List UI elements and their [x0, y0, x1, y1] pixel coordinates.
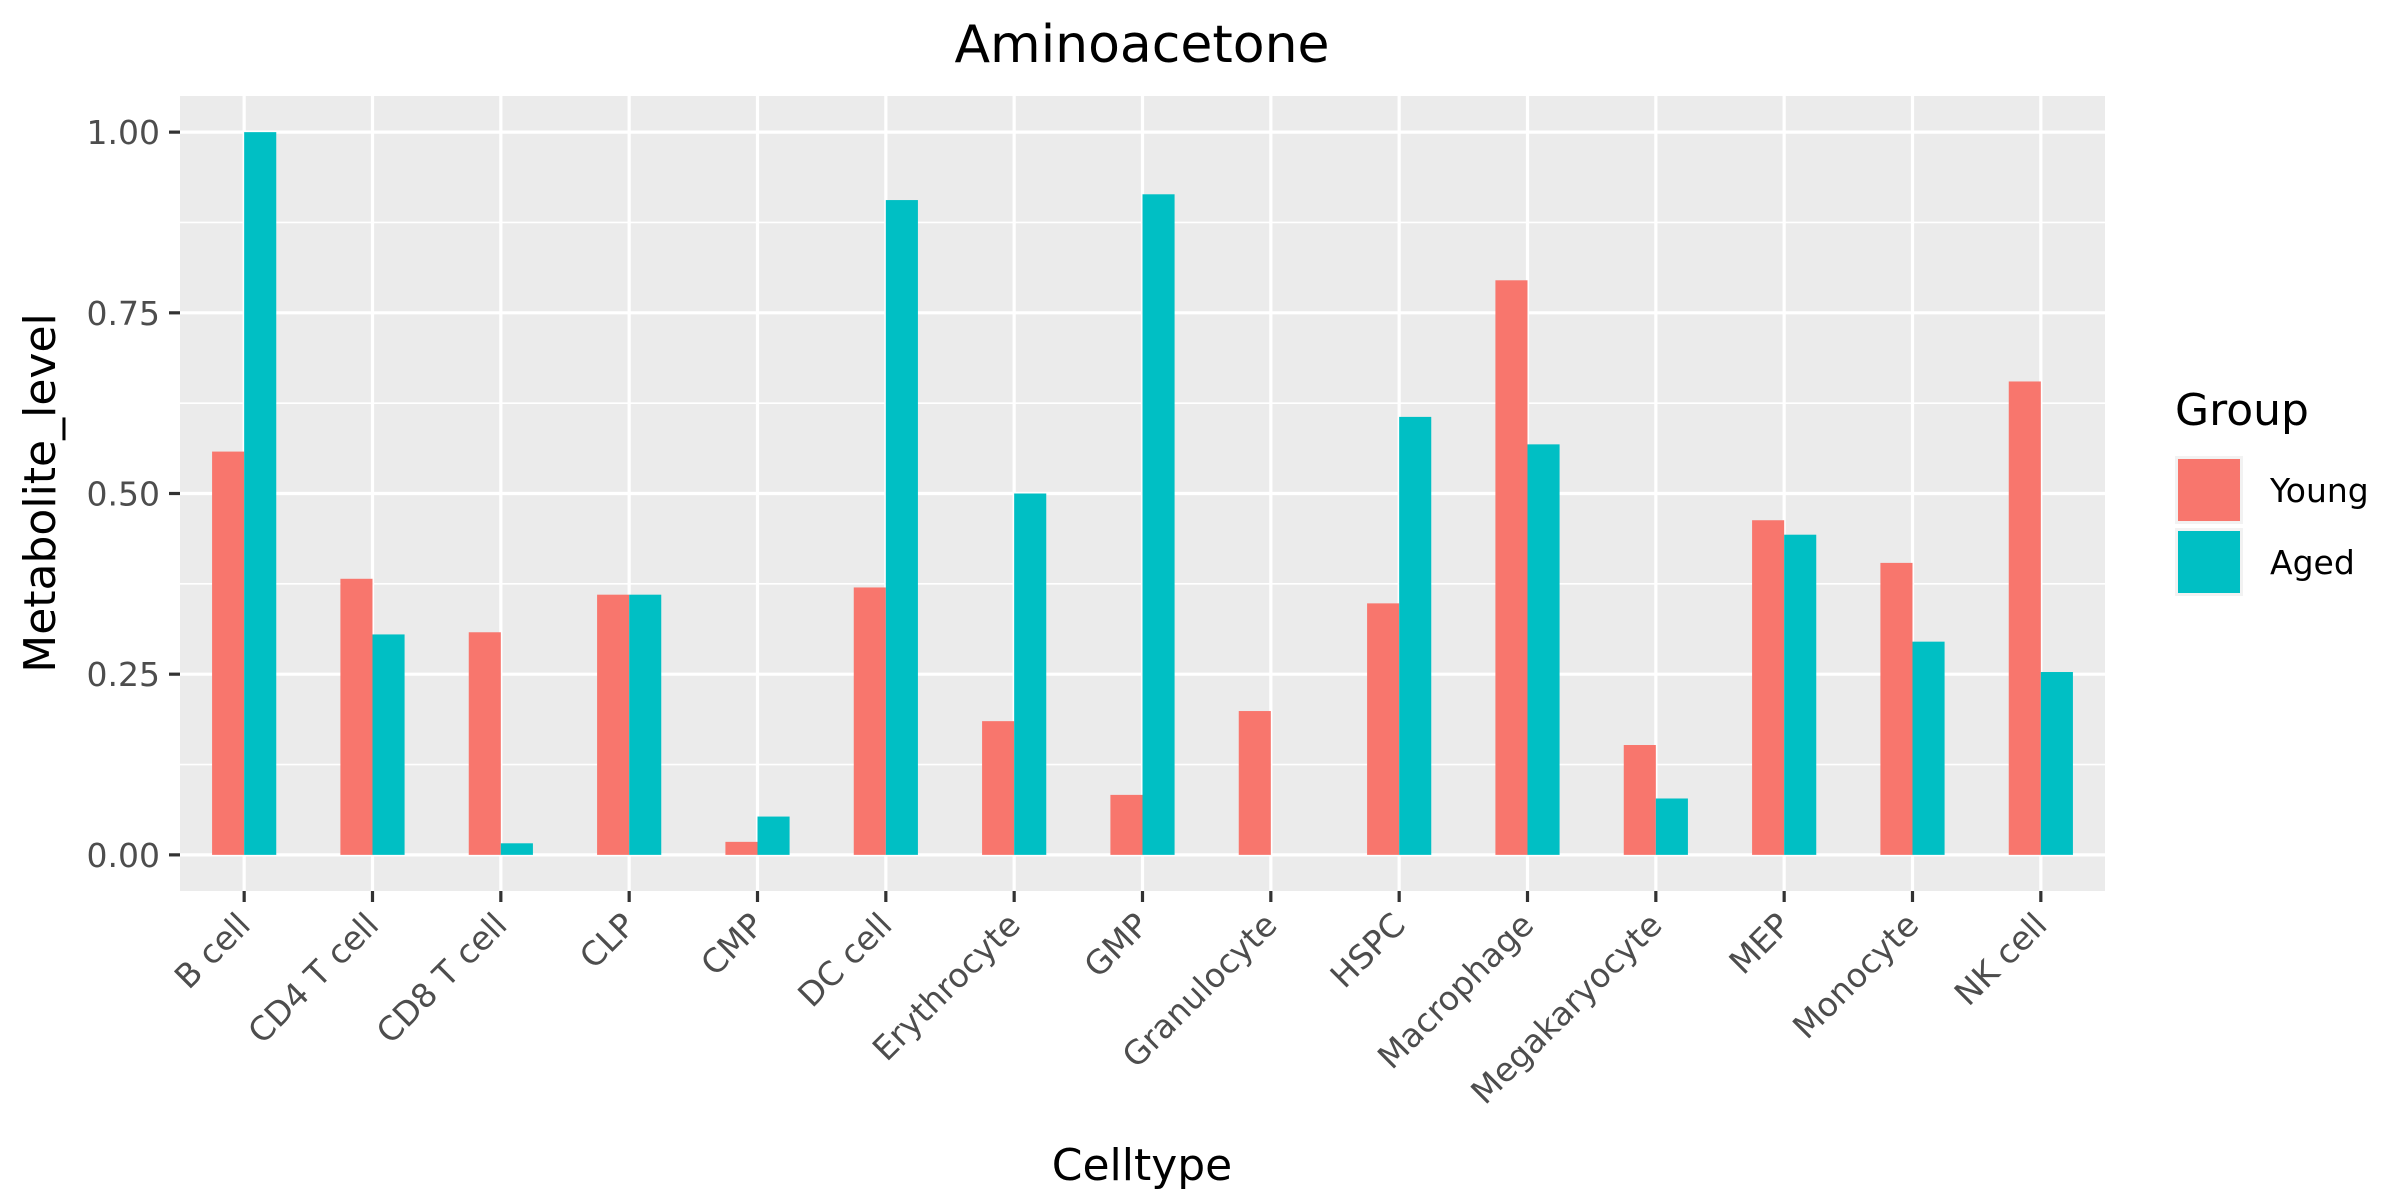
x-tick-label: CMP	[693, 905, 771, 983]
bars	[212, 132, 2073, 855]
bar-young-hspc	[1367, 603, 1400, 855]
x-tick-label: CD8 T cell	[369, 905, 515, 1051]
legend-label-young: Young	[2269, 471, 2369, 510]
bar-aged-nk-cell	[2040, 672, 2073, 855]
y-tick-label: 1.00	[87, 113, 160, 152]
legend-swatch-aged	[2178, 531, 2240, 593]
bar-young-erythrocyte	[982, 721, 1015, 855]
bar-aged-erythrocyte	[1014, 493, 1047, 855]
bar-aged-clp	[629, 594, 662, 855]
bar-aged-mep	[1784, 534, 1817, 855]
legend: Group Young Aged	[2175, 385, 2369, 596]
x-tick-label: Monocyte	[1785, 905, 1926, 1046]
x-tick-label: GMP	[1076, 905, 1156, 985]
y-tick-label: 0.50	[87, 475, 160, 514]
bar-aged-cd8-t-cell	[500, 843, 533, 855]
bar-young-clp	[597, 594, 630, 855]
bar-young-cd4-t-cell	[340, 578, 373, 855]
legend-title: Group	[2175, 385, 2309, 436]
bar-aged-dc-cell	[885, 200, 918, 855]
y-tick-label: 0.25	[87, 655, 160, 694]
bar-young-macrophage	[1495, 280, 1528, 855]
bar-aged-gmp	[1142, 194, 1175, 855]
bar-aged-cmp	[757, 816, 790, 855]
x-tick-label: CD4 T cell	[240, 905, 386, 1051]
bar-aged-monocyte	[1912, 641, 1945, 855]
y-tick-label: 0.75	[87, 294, 160, 333]
bar-aged-cd4-t-cell	[372, 634, 405, 855]
y-axis-title: Metabolite_level	[15, 313, 66, 673]
legend-label-aged: Aged	[2270, 543, 2355, 582]
bar-young-monocyte	[1880, 562, 1913, 855]
chart-title: Aminoacetone	[954, 15, 1329, 75]
bar-young-mep	[1752, 520, 1785, 855]
bar-young-dc-cell	[853, 587, 886, 855]
bar-aged-hspc	[1399, 416, 1432, 855]
bar-young-cd8-t-cell	[468, 632, 501, 855]
x-tick-label: HSPC	[1323, 905, 1413, 995]
y-tick-label: 0.00	[87, 836, 160, 875]
bar-young-nk-cell	[2008, 381, 2041, 855]
legend-swatch-young	[2178, 459, 2240, 521]
x-tick-label: DC cell	[790, 905, 899, 1014]
bar-young-megakaryocyte	[1623, 745, 1656, 855]
bar-aged-megakaryocyte	[1655, 798, 1688, 855]
bar-young-gmp	[1110, 794, 1143, 855]
x-tick-label: B cell	[167, 905, 258, 996]
bar-young-b-cell	[212, 451, 245, 855]
bar-young-cmp	[725, 841, 758, 855]
bar-aged-b-cell	[244, 132, 277, 855]
x-tick-label: MEP	[1721, 905, 1798, 982]
x-axis-title: Celltype	[1052, 1140, 1233, 1191]
x-tick-label: CLP	[572, 905, 643, 976]
bar-aged-macrophage	[1527, 444, 1560, 855]
bar-young-granulocyte	[1238, 711, 1271, 855]
x-tick-label: NK cell	[1947, 905, 2055, 1013]
